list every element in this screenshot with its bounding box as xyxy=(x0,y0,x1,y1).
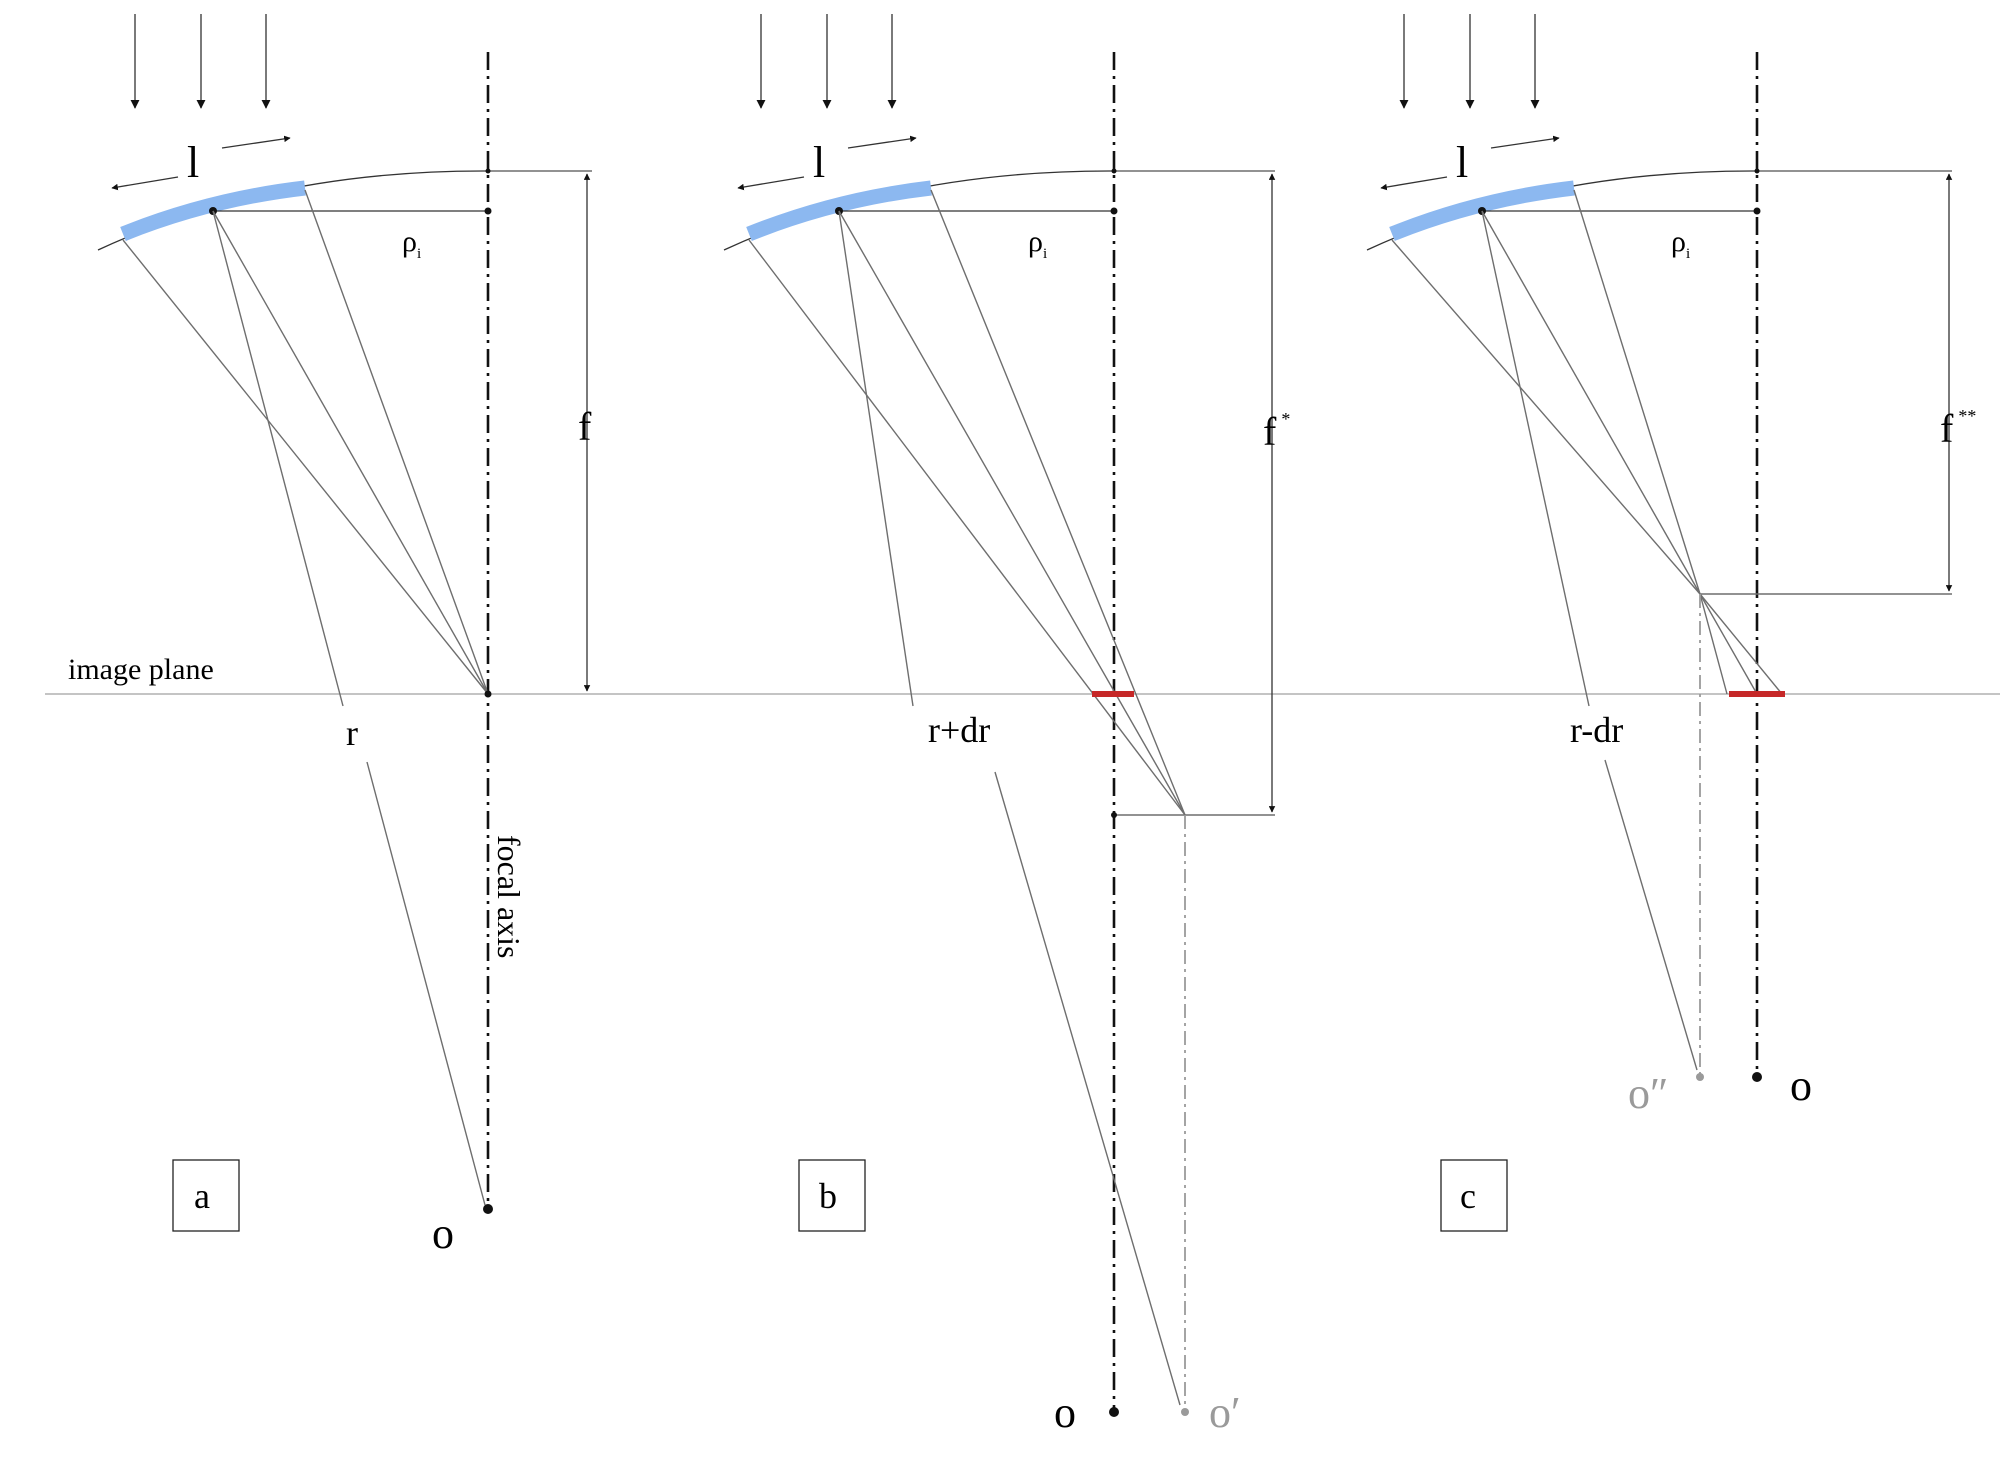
arc-length-arrow-left xyxy=(111,176,179,191)
arc-length-arrow-right xyxy=(221,135,291,149)
reflected-ray xyxy=(930,189,1186,816)
radius-line xyxy=(838,210,914,707)
mirror-segment xyxy=(1389,180,1575,241)
reflected-ray xyxy=(122,239,489,695)
center-point xyxy=(1109,1407,1119,1417)
radius-label: r xyxy=(346,713,358,753)
radius-label: r-dr xyxy=(1570,710,1623,750)
arc-length-arrow-left xyxy=(1380,176,1448,191)
arc-length-arrow-right xyxy=(1490,135,1560,149)
focal-length-label: f xyxy=(578,404,592,449)
center-point xyxy=(483,1204,493,1214)
center-point xyxy=(1752,1072,1762,1082)
mirror-segment xyxy=(746,180,932,241)
arc-length-arrow-left xyxy=(737,176,805,191)
reflected-ray xyxy=(748,239,1186,816)
radius-line xyxy=(366,761,486,1206)
arc-length-label: l xyxy=(187,138,199,187)
mirror-segment xyxy=(120,180,306,241)
rho-label: ρi xyxy=(1028,225,1047,262)
panel-box xyxy=(1440,1159,1508,1232)
center-label: o xyxy=(1054,1388,1076,1437)
reflected-ray xyxy=(1391,239,1701,595)
panel-box-label: c xyxy=(1460,1176,1476,1216)
reflected-ray xyxy=(1573,189,1701,595)
diverging-ray xyxy=(1699,593,1728,695)
center-label: o xyxy=(1790,1061,1812,1110)
shifted-center-label: o″ xyxy=(1628,1069,1668,1118)
panel-box xyxy=(798,1159,866,1232)
rho-label: ρi xyxy=(402,225,421,262)
diverging-ray xyxy=(1699,593,1783,695)
focal-axis-label: focal axis xyxy=(491,835,527,959)
panel-box-label: a xyxy=(194,1176,210,1216)
focal-length-label: f ** xyxy=(1940,406,1976,451)
image-plane-label: image plane xyxy=(68,653,214,686)
radius-line xyxy=(1604,759,1698,1071)
arc-length-label: l xyxy=(1456,138,1468,187)
radius-label: r+dr xyxy=(928,710,990,750)
panel-a: l ρi focal axis r f o a xyxy=(97,14,592,1258)
radius-line xyxy=(212,210,344,707)
reflected-ray xyxy=(304,189,489,695)
shifted-center-point xyxy=(1181,1408,1189,1416)
radius-line xyxy=(1481,210,1590,707)
arc-length-arrow-right xyxy=(847,135,917,149)
focus-point xyxy=(484,690,492,698)
reflected-ray xyxy=(212,210,489,695)
diverging-ray xyxy=(1699,593,1758,695)
panel-c: l ρi r-dr f ** o″ o c xyxy=(1366,14,1976,1232)
panel-box-label: b xyxy=(819,1176,837,1216)
axis-focus-point xyxy=(1111,812,1117,818)
panel-b: l ρi r+dr f * o o′ b xyxy=(723,14,1290,1437)
reflected-ray xyxy=(838,210,1186,816)
shifted-center-label: o′ xyxy=(1209,1388,1241,1437)
radius-line xyxy=(994,771,1181,1406)
panel-box xyxy=(172,1159,240,1232)
arc-length-label: l xyxy=(813,138,825,187)
rho-label: ρi xyxy=(1671,225,1690,262)
center-label: o xyxy=(432,1209,454,1258)
axis-top-point xyxy=(1111,168,1117,174)
focal-length-label: f * xyxy=(1263,409,1290,454)
axis-top-point xyxy=(485,168,491,174)
reflected-ray xyxy=(1481,210,1701,595)
axis-top-point xyxy=(1754,168,1760,174)
shifted-center-point xyxy=(1696,1073,1704,1081)
